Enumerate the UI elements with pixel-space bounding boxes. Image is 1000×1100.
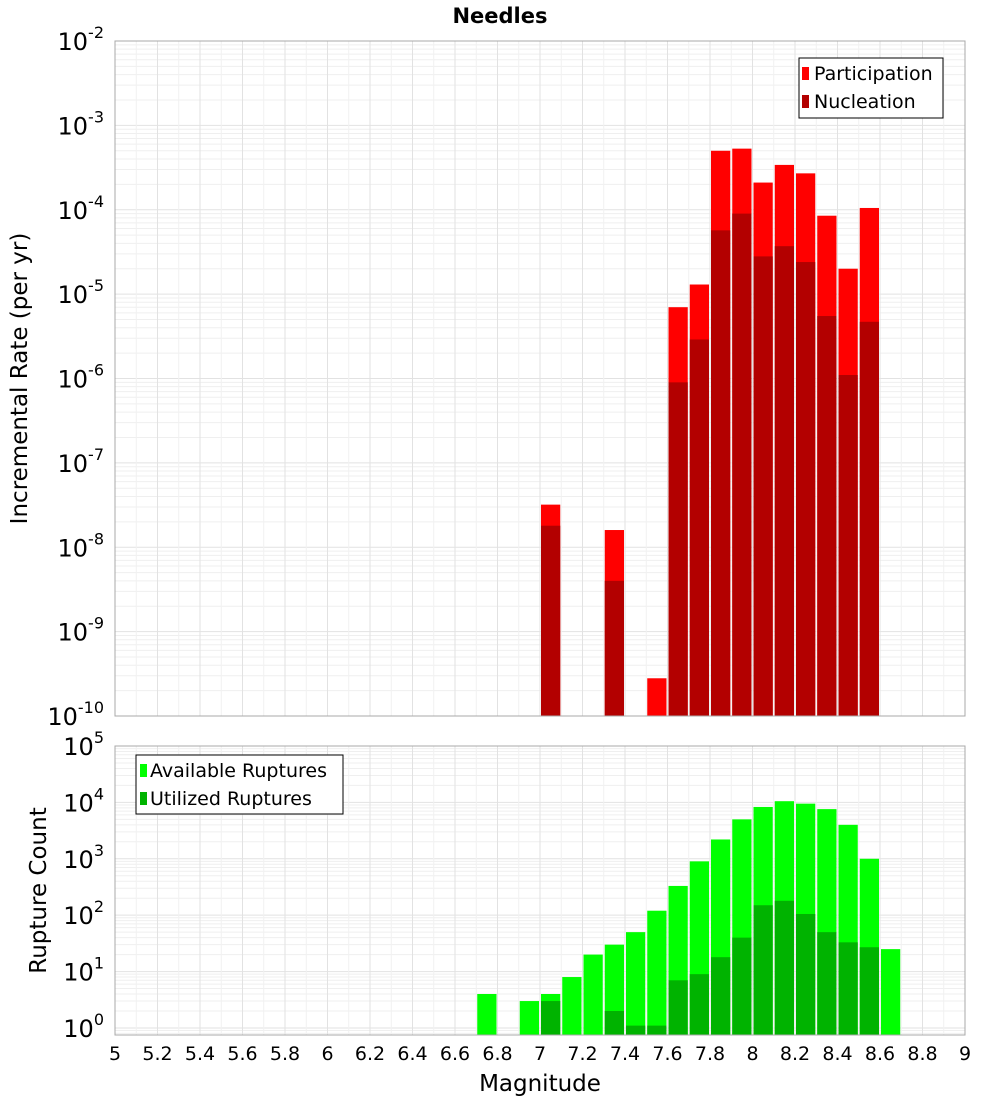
y-tick-label: 10-10 — [47, 698, 104, 731]
plot-border-2 — [114, 745, 966, 1036]
bar-utilized-ruptures — [796, 913, 816, 1035]
bar-available-ruptures — [583, 954, 603, 1035]
y-tick-label: 10-6 — [58, 361, 105, 394]
bar-utilized-ruptures — [711, 957, 731, 1035]
legend-label: Nucleation — [814, 91, 916, 113]
y-tick-label: 101 — [63, 954, 104, 987]
x-tick-label: 7.4 — [610, 1043, 640, 1065]
legend-box — [135, 754, 344, 815]
x-tick-label: 6.2 — [355, 1043, 385, 1065]
bar-nucleation — [817, 316, 837, 716]
y-tick-label: 10-3 — [58, 107, 105, 140]
bar-nucleation — [689, 339, 709, 716]
x-tick-label: 8.2 — [780, 1043, 810, 1065]
bar-available-ruptures — [881, 949, 901, 1035]
x-tick-label: 8.8 — [907, 1043, 937, 1065]
bar-utilized-ruptures — [774, 900, 794, 1035]
y-tick-label: 105 — [63, 728, 104, 761]
y-axis-label: Rupture Count — [26, 807, 52, 973]
x-tick-label: 6.8 — [482, 1043, 512, 1065]
x-tick-label: 5.8 — [270, 1043, 300, 1065]
x-tick-label: 5.6 — [227, 1043, 257, 1065]
bar-utilized-ruptures — [817, 932, 837, 1035]
bar-available-ruptures — [647, 910, 667, 1035]
y-tick-label: 103 — [63, 841, 104, 874]
x-tick-label: 6 — [321, 1043, 333, 1065]
bar-utilized-ruptures — [604, 1010, 624, 1035]
x-tick-label: 8.6 — [865, 1043, 895, 1065]
bar-available-ruptures — [562, 977, 582, 1035]
legend-label: Available Ruptures — [150, 760, 327, 782]
bar-nucleation — [711, 230, 731, 716]
bar-available-ruptures — [519, 1001, 539, 1035]
legend-swatch — [140, 792, 147, 805]
y-tick-label: 10-8 — [58, 529, 105, 562]
x-tick-label: 5.2 — [142, 1043, 172, 1065]
x-tick-label: 8.4 — [822, 1043, 852, 1065]
bar-nucleation — [774, 246, 794, 716]
y-tick-label: 10-5 — [58, 276, 105, 309]
x-tick-label: 5 — [109, 1043, 121, 1065]
bar-participation — [647, 678, 667, 716]
x-tick-label: 5.4 — [185, 1043, 215, 1065]
legend-swatch — [802, 67, 809, 80]
legend-label: Participation — [814, 63, 933, 85]
bar-utilized-ruptures — [732, 937, 752, 1035]
bar-nucleation — [668, 382, 688, 716]
bar-utilized-ruptures — [647, 1025, 667, 1035]
bar-nucleation — [732, 213, 752, 717]
x-tick-label: 8 — [746, 1043, 758, 1065]
y-tick-label: 104 — [63, 784, 104, 817]
plot-border-1 — [114, 40, 966, 717]
x-tick-label: 9 — [959, 1043, 971, 1065]
y-tick-label: 10-2 — [58, 23, 105, 56]
chart-title: Needles — [452, 4, 547, 28]
y-tick-label: 10-4 — [58, 192, 105, 225]
bar-nucleation — [604, 580, 624, 716]
bar-utilized-ruptures — [626, 1025, 646, 1035]
y-tick-label: 10-7 — [58, 445, 105, 478]
bar-nucleation — [541, 525, 561, 716]
legend-box — [798, 57, 944, 119]
legend-swatch — [802, 95, 809, 108]
y-tick-label: 102 — [63, 897, 104, 930]
x-tick-label: 6.4 — [397, 1043, 427, 1065]
bar-nucleation — [859, 321, 879, 716]
bar-available-ruptures — [477, 994, 497, 1035]
x-tick-label: 6.6 — [440, 1043, 470, 1065]
bar-utilized-ruptures — [859, 947, 879, 1035]
bar-utilized-ruptures — [541, 1001, 561, 1035]
y-tick-label: 10-9 — [58, 614, 105, 647]
bar-available-ruptures — [626, 932, 646, 1035]
bar-nucleation — [753, 256, 773, 716]
legend-swatch — [140, 764, 147, 777]
bar-utilized-ruptures — [838, 942, 858, 1035]
y-tick-label: 100 — [63, 1010, 104, 1043]
y-axis-label: Incremental Rate (per yr) — [7, 233, 33, 525]
x-tick-label: 7 — [534, 1043, 546, 1065]
bar-utilized-ruptures — [753, 905, 773, 1035]
legend-label: Utilized Ruptures — [150, 788, 312, 810]
bar-nucleation — [838, 375, 858, 716]
bar-utilized-ruptures — [689, 974, 709, 1035]
x-tick-label: 7.2 — [567, 1043, 597, 1065]
bar-utilized-ruptures — [668, 980, 688, 1035]
x-tick-label: 7.8 — [695, 1043, 725, 1065]
x-axis-label: Magnitude — [479, 1071, 601, 1097]
x-tick-label: 7.6 — [652, 1043, 682, 1065]
bar-nucleation — [796, 262, 816, 716]
